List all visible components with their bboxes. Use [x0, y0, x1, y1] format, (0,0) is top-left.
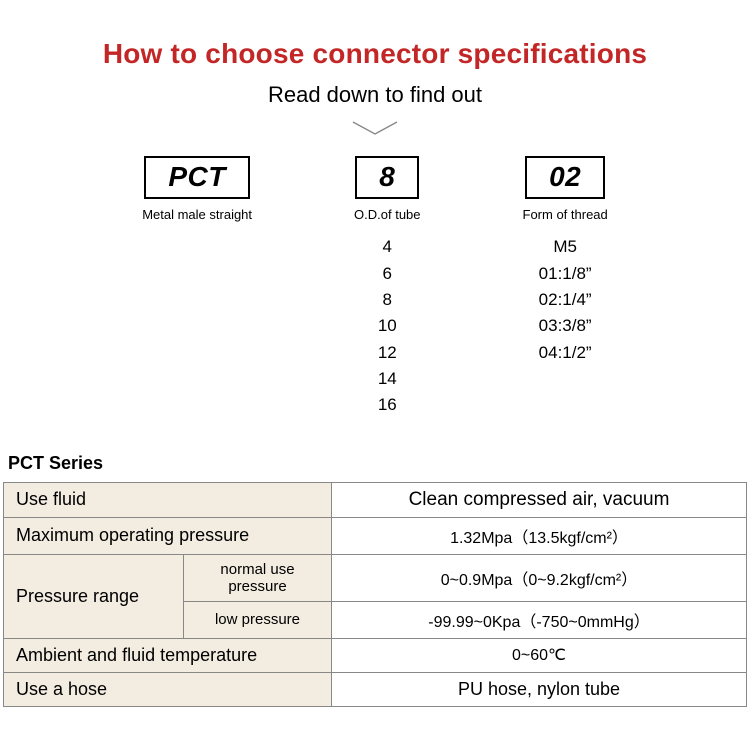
table-row: Pressure range normal use pressure 0~0.9… [4, 554, 747, 601]
code-caption: Metal male straight [142, 207, 252, 222]
spec-value: Clean compressed air, vacuum [332, 482, 747, 517]
code-caption: O.D.of tube [354, 207, 420, 222]
chevron-down-icon [0, 118, 750, 138]
code-box: PCT [144, 156, 250, 199]
table-row: Ambient and fluid temperature 0~60℃ [4, 638, 747, 672]
code-values: 46810121416 [378, 234, 397, 418]
spec-label: Use fluid [4, 482, 332, 517]
series-label: PCT Series [8, 453, 750, 474]
spec-label: Ambient and fluid temperature [4, 638, 332, 672]
spec-table: Use fluid Clean compressed air, vacuum M… [3, 482, 747, 707]
spec-code-row: PCT Metal male straight 8 O.D.of tube 46… [0, 156, 750, 419]
spec-label: Pressure range [4, 554, 184, 638]
code-values: M501:1/8”02:1/4”03:3/8”04:1/2” [539, 234, 592, 366]
spec-label: Maximum operating pressure [4, 517, 332, 554]
code-caption: Form of thread [523, 207, 608, 222]
page-title: How to choose connector specifications [0, 0, 750, 70]
spec-sublabel: normal use pressure [184, 554, 332, 601]
spec-value: 1.32Mpa（13.5kgf/cm²） [332, 517, 747, 554]
table-row: Use fluid Clean compressed air, vacuum [4, 482, 747, 517]
page-subtitle: Read down to find out [0, 82, 750, 108]
code-col-od: 8 O.D.of tube 46810121416 [354, 156, 420, 419]
spec-value: PU hose, nylon tube [332, 672, 747, 706]
table-row: Use a hose PU hose, nylon tube [4, 672, 747, 706]
table-row: Maximum operating pressure 1.32Mpa（13.5k… [4, 517, 747, 554]
spec-sublabel: low pressure [184, 601, 332, 638]
code-box: 8 [355, 156, 419, 199]
code-col-pct: PCT Metal male straight [142, 156, 252, 419]
spec-value: -99.99~0Kpa（-750~0mmHg） [332, 601, 747, 638]
spec-value: 0~60℃ [332, 638, 747, 672]
code-box: 02 [525, 156, 605, 199]
spec-value: 0~0.9Mpa（0~9.2kgf/cm²） [332, 554, 747, 601]
spec-label: Use a hose [4, 672, 332, 706]
code-col-thread: 02 Form of thread M501:1/8”02:1/4”03:3/8… [523, 156, 608, 419]
